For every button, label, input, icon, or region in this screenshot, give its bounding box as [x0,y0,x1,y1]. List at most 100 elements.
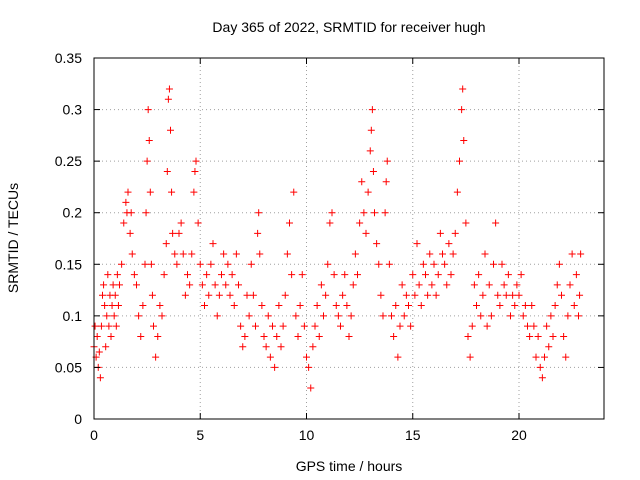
data-point [367,126,375,134]
data-point [545,343,553,351]
chart-title: Day 365 of 2022, SRMTID for receiver hug… [212,19,485,35]
data-point [95,348,103,356]
data-point [468,322,476,330]
data-point [322,291,330,299]
data-point [300,322,308,330]
y-tick-label: 0.2 [63,205,83,221]
data-point [254,229,262,237]
data-point [575,312,582,320]
data-point [148,291,156,299]
data-point [379,312,387,320]
data-point [330,271,338,279]
data-point [385,260,393,268]
y-tick-label: 0.15 [55,256,82,272]
data-point [163,167,171,175]
data-point [109,281,117,289]
data-point [332,302,340,310]
data-point [255,209,263,217]
data-point [110,312,118,320]
data-point [524,322,531,330]
data-point [264,312,272,320]
data-point [543,322,551,330]
data-point [252,322,259,330]
data-point [564,312,572,320]
data-point [343,302,351,310]
data-point [562,353,570,361]
data-point [347,312,355,320]
data-point [311,322,319,330]
data-point [213,312,221,320]
data-point [203,271,211,279]
data-point [436,229,444,237]
data-point [201,302,208,310]
data-point [413,240,421,248]
data-point [245,312,253,320]
data-point [215,291,223,299]
data-point [186,281,194,289]
data-point [191,167,199,175]
data-point [139,302,147,310]
data-point [483,322,491,330]
data-point [434,271,442,279]
data-point [334,312,342,320]
data-point [475,271,483,279]
data-point [526,332,534,340]
data-point [360,209,368,217]
y-tick-label: 0.05 [55,359,82,375]
data-point [226,291,234,299]
data-point [273,332,281,340]
data-point [549,332,557,340]
data-point [108,302,116,310]
data-point [260,332,268,340]
data-point [152,353,160,361]
data-point [560,332,568,340]
data-point [426,250,434,258]
data-point [275,302,283,310]
data-point [490,260,497,268]
data-point [315,332,323,340]
data-point [120,219,128,227]
data-point [547,312,555,320]
data-point [519,312,527,320]
data-point [192,157,200,165]
y-tick-label: 0.35 [55,50,82,66]
data-point [239,343,247,351]
data-point [298,271,306,279]
data-point [411,291,419,299]
x-tick-label: 0 [90,427,98,443]
data-point [158,312,166,320]
data-point [368,106,376,114]
data-point [313,302,321,310]
data-point [262,343,270,351]
data-point [317,281,325,289]
data-point [205,291,213,299]
data-point [409,271,417,279]
data-point [169,229,177,237]
data-point [241,332,249,340]
data-point [228,271,236,279]
data-point [464,332,472,340]
data-point [277,343,285,351]
data-point [381,209,389,217]
data-point [100,281,108,289]
data-point [462,219,470,227]
data-point [179,250,187,258]
data-point [345,332,353,340]
data-point [362,229,370,237]
data-point [568,250,576,258]
data-point [118,260,126,268]
data-point [144,106,152,114]
data-point [256,250,264,258]
data-point [167,126,174,134]
data-point [428,281,436,289]
data-point [126,229,134,237]
data-point [396,322,404,330]
data-point [296,302,304,310]
data-point [184,271,191,279]
data-point [324,260,332,268]
data-point [390,332,398,340]
data-point [286,219,293,227]
data-point [175,229,183,237]
x-tick-label: 10 [299,427,315,443]
